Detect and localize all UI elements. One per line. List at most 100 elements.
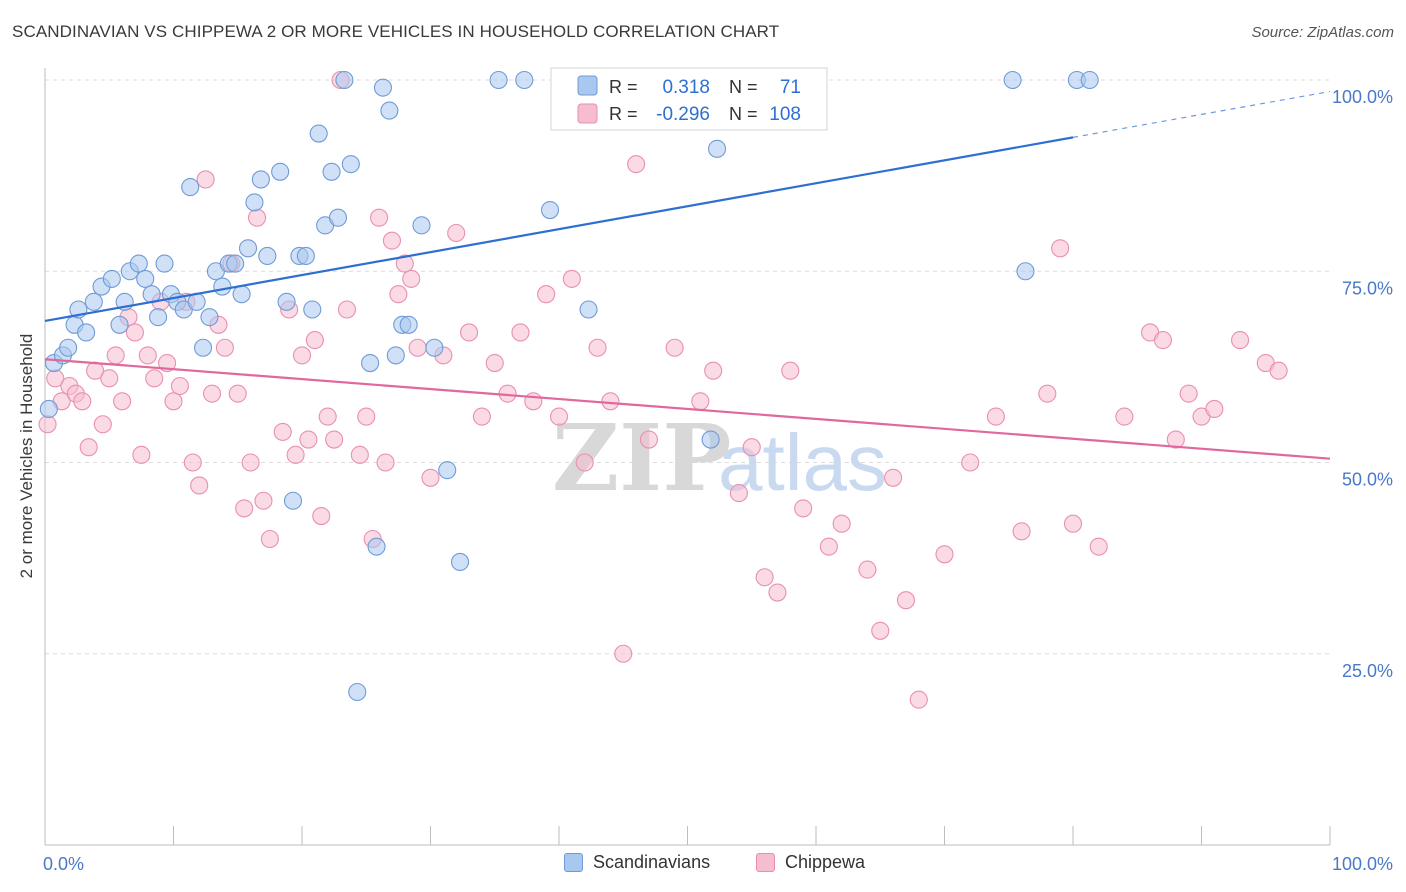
- chippewa-point: [260, 529, 279, 549]
- chippewa-point: [145, 369, 164, 388]
- stats-r-value-2: -0.296: [656, 104, 710, 125]
- chippewa-point: [819, 537, 838, 556]
- scandinavians-point: [540, 201, 560, 220]
- scandinavians-point: [335, 70, 354, 90]
- scandinavians-point: [181, 178, 200, 197]
- chippewa-point: [376, 453, 395, 472]
- chippewa-point: [1231, 331, 1250, 350]
- chippewa-point: [1115, 407, 1134, 426]
- chippewa-point: [370, 208, 389, 227]
- y-tick-label: 50.0%: [1342, 470, 1393, 490]
- chippewa-point: [164, 392, 183, 411]
- chippewa-point: [1153, 331, 1172, 350]
- scandinavians-point: [102, 269, 121, 288]
- chippewa-point: [472, 407, 491, 426]
- scandinavians-trend-extension: [1072, 90, 1331, 138]
- chippewa-point: [125, 323, 144, 342]
- chippewa-point: [138, 346, 157, 365]
- scandinavians-point: [708, 139, 727, 158]
- legend-label-scandinavians: Scandinavians: [593, 852, 711, 872]
- scandinavians-point: [232, 285, 251, 304]
- chippewa-point: [38, 415, 57, 434]
- chippewa-point: [1205, 399, 1224, 419]
- legend-item-chippewa[interactable]: Chippewa: [756, 852, 865, 873]
- x-tick-label: 0.0%: [43, 854, 84, 874]
- chippewa-point: [961, 453, 980, 472]
- chippewa-point: [299, 430, 318, 449]
- chippewa-point: [100, 369, 119, 388]
- y-tick-label: 25.0%: [1342, 661, 1393, 681]
- scandinavians-point: [238, 239, 258, 258]
- chippewa-point: [485, 353, 504, 373]
- scandinavians-point: [412, 216, 431, 235]
- chippewa-point: [781, 361, 800, 380]
- scandinavians-point: [226, 254, 245, 273]
- scandinavians-point: [59, 338, 78, 357]
- stats-n-label-2: N =: [729, 104, 758, 124]
- scandinavians-trend-line: [44, 136, 1074, 323]
- legend-swatch-chippewa: [756, 853, 775, 872]
- scandinavians-point: [438, 461, 457, 480]
- chippewa-point: [704, 361, 723, 380]
- chippewa-point: [909, 690, 928, 709]
- stats-n-label-1: N =: [729, 77, 758, 97]
- chippewa-point: [113, 392, 132, 411]
- chippewa-point: [562, 269, 581, 288]
- scandinavians-point: [84, 292, 103, 311]
- chippewa-point: [1038, 384, 1057, 403]
- chippewa-point: [421, 468, 440, 487]
- chippewa-point: [93, 415, 112, 434]
- legend-item-scandinavians[interactable]: Scandinavians: [564, 852, 710, 873]
- scandinavians-point: [380, 101, 399, 120]
- chippewa-point: [447, 223, 466, 243]
- scandinavians-point: [515, 70, 534, 90]
- chippewa-point: [755, 568, 774, 587]
- scandinavians-point: [245, 193, 264, 212]
- chippewa-point: [935, 545, 954, 564]
- chippewa-point: [511, 323, 530, 342]
- scandinavians-point: [489, 70, 508, 90]
- scandinavians-point: [271, 162, 290, 181]
- chippewa-point: [524, 392, 543, 411]
- y-axis-label: 2 or more Vehicles in Household: [17, 334, 36, 579]
- chippewa-point: [350, 445, 369, 464]
- chippewa-point: [1012, 522, 1031, 541]
- scandinavians-point: [361, 353, 380, 373]
- stats-n-value-2: 108: [769, 104, 801, 125]
- scandinavians-point: [303, 300, 322, 319]
- chippewa-point: [190, 476, 209, 495]
- chippewa-point: [1166, 430, 1185, 449]
- scandinavians-point: [451, 552, 470, 572]
- stats-r-value-1: 0.318: [662, 77, 710, 98]
- chippewa-point: [305, 331, 324, 350]
- scandinavians-point: [425, 338, 444, 357]
- scandinavians-point: [296, 246, 315, 265]
- chippewa-point: [986, 407, 1005, 426]
- chippewa-point: [1063, 514, 1083, 533]
- chippewa-point: [832, 514, 851, 533]
- chippewa-point: [575, 453, 594, 472]
- scandinavians-point: [129, 254, 148, 273]
- chippewa-point: [73, 392, 92, 411]
- source-credit: Source: ZipAtlas.com: [1251, 24, 1394, 41]
- chippewa-point: [601, 392, 620, 411]
- chippewa-point: [614, 644, 633, 663]
- chippewa-point: [665, 338, 684, 357]
- scandinavians-point: [373, 78, 393, 97]
- scandinavians-point: [579, 300, 598, 319]
- chippewa-point: [382, 231, 402, 250]
- chippewa-point: [203, 384, 222, 403]
- chippewa-point: [627, 155, 646, 174]
- chippewa-point: [292, 346, 312, 365]
- chippewa-point: [402, 269, 421, 288]
- chippewa-point: [729, 484, 748, 503]
- scandinavians-point: [367, 537, 386, 556]
- scandinavians-point: [39, 399, 58, 419]
- y-tick-label: 75.0%: [1342, 278, 1393, 298]
- chippewa-point: [357, 407, 376, 426]
- chippewa-point: [132, 445, 151, 464]
- chippewa-points: [38, 70, 1288, 709]
- stats-r-label-1: R =: [609, 77, 638, 97]
- scandinavians-point: [1080, 70, 1099, 90]
